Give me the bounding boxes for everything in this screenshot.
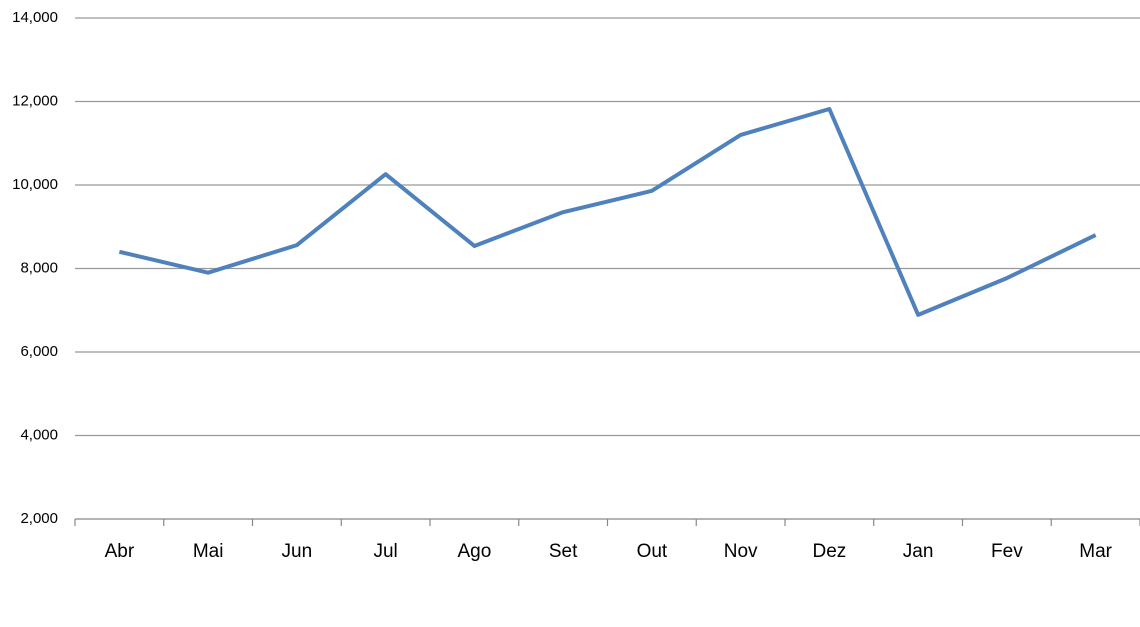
x-tick-label: Mar (1079, 541, 1112, 562)
x-tick-label: Jan (903, 541, 934, 562)
x-tick-label: Nov (724, 541, 758, 562)
y-tick-label: 6,000 (20, 343, 58, 360)
y-tick-label: 12,000 (12, 92, 58, 109)
x-tick-label: Jun (282, 541, 313, 562)
y-tick-label: 4,000 (20, 426, 58, 443)
x-tick-label: Dez (812, 541, 846, 562)
x-tick-label: Fev (991, 541, 1023, 562)
x-tick-label: Abr (105, 541, 135, 562)
x-tick-label: Mai (193, 541, 224, 562)
x-tick-label: Jul (373, 541, 397, 562)
x-tick-label: Ago (457, 541, 491, 562)
y-tick-label: 10,000 (12, 176, 58, 193)
data-line (118, 107, 1097, 317)
y-tick-label: 14,000 (12, 9, 58, 26)
x-tick-label: Out (637, 541, 668, 562)
x-tick-label: Set (549, 541, 578, 562)
y-tick-label: 2,000 (20, 510, 58, 527)
y-tick-label: 8,000 (20, 259, 58, 276)
